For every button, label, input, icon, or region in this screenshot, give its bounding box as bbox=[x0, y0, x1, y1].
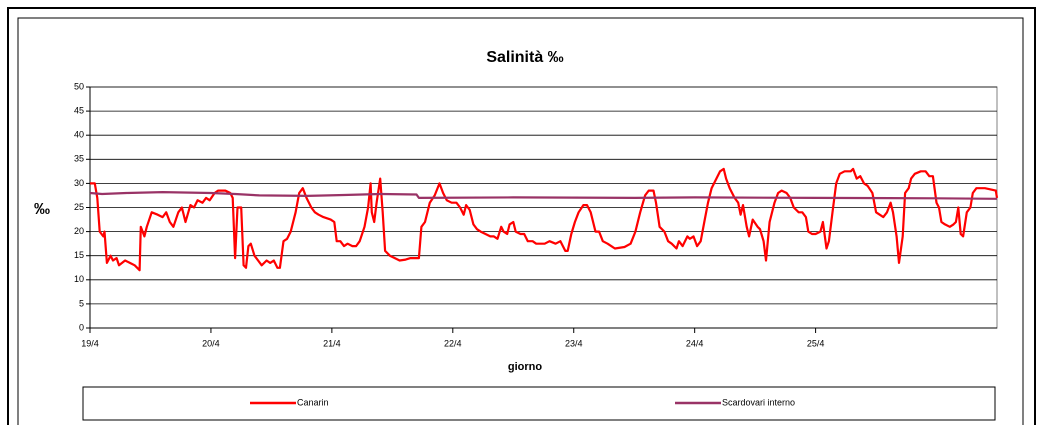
series-line bbox=[89, 191, 998, 200]
chart-title: Salinità ‰ bbox=[486, 49, 563, 66]
x-axis-title: giorno bbox=[508, 361, 542, 373]
y-tick-label: 15 bbox=[74, 250, 84, 260]
y-tick-label: 50 bbox=[74, 81, 84, 91]
y-tick-label: 25 bbox=[74, 202, 84, 212]
y-tick-label: 35 bbox=[74, 154, 84, 164]
x-tick-label: 21/4 bbox=[323, 338, 341, 348]
y-tick-label: 40 bbox=[74, 130, 84, 140]
x-tick-label: 22/4 bbox=[444, 338, 462, 348]
y-axis-title: ‰ bbox=[34, 201, 50, 218]
y-tick-label: 10 bbox=[74, 274, 84, 284]
y-tick-label: 30 bbox=[74, 178, 84, 188]
x-tick-label: 20/4 bbox=[202, 338, 220, 348]
x-tick-label: 25/4 bbox=[807, 338, 825, 348]
y-tick-label: 45 bbox=[74, 105, 84, 115]
legend-box bbox=[82, 386, 996, 421]
series-line bbox=[90, 167, 999, 272]
y-tick-label: 0 bbox=[79, 322, 84, 332]
x-tick-label: 19/4 bbox=[81, 338, 99, 348]
legend-label: Scardovari interno bbox=[722, 397, 795, 407]
legend-label: Canarin bbox=[297, 397, 329, 407]
x-tick-label: 23/4 bbox=[565, 338, 583, 348]
y-tick-label: 5 bbox=[79, 298, 84, 308]
y-tick-label: 20 bbox=[74, 226, 84, 236]
x-tick-label: 24/4 bbox=[686, 338, 704, 348]
